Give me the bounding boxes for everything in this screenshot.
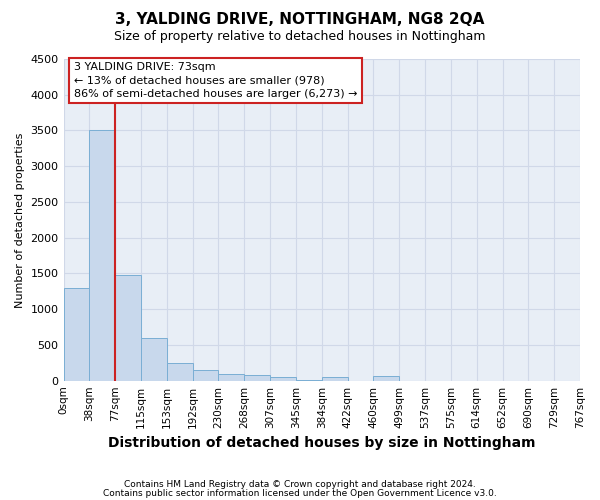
Bar — [115, 275, 141, 380]
Text: Contains public sector information licensed under the Open Government Licence v3: Contains public sector information licen… — [103, 488, 497, 498]
Bar — [141, 338, 167, 380]
Bar — [167, 363, 193, 380]
Bar — [322, 377, 347, 380]
Bar — [373, 376, 399, 380]
Bar — [193, 370, 218, 380]
Y-axis label: Number of detached properties: Number of detached properties — [15, 132, 25, 308]
Bar — [218, 374, 244, 380]
Text: Size of property relative to detached houses in Nottingham: Size of property relative to detached ho… — [114, 30, 486, 43]
Text: Contains HM Land Registry data © Crown copyright and database right 2024.: Contains HM Land Registry data © Crown c… — [124, 480, 476, 489]
Bar — [244, 376, 270, 380]
Bar — [89, 130, 115, 380]
Bar — [64, 288, 89, 380]
Text: 3 YALDING DRIVE: 73sqm
← 13% of detached houses are smaller (978)
86% of semi-de: 3 YALDING DRIVE: 73sqm ← 13% of detached… — [74, 62, 358, 98]
Text: 3, YALDING DRIVE, NOTTINGHAM, NG8 2QA: 3, YALDING DRIVE, NOTTINGHAM, NG8 2QA — [115, 12, 485, 28]
Bar — [270, 376, 296, 380]
X-axis label: Distribution of detached houses by size in Nottingham: Distribution of detached houses by size … — [108, 436, 536, 450]
